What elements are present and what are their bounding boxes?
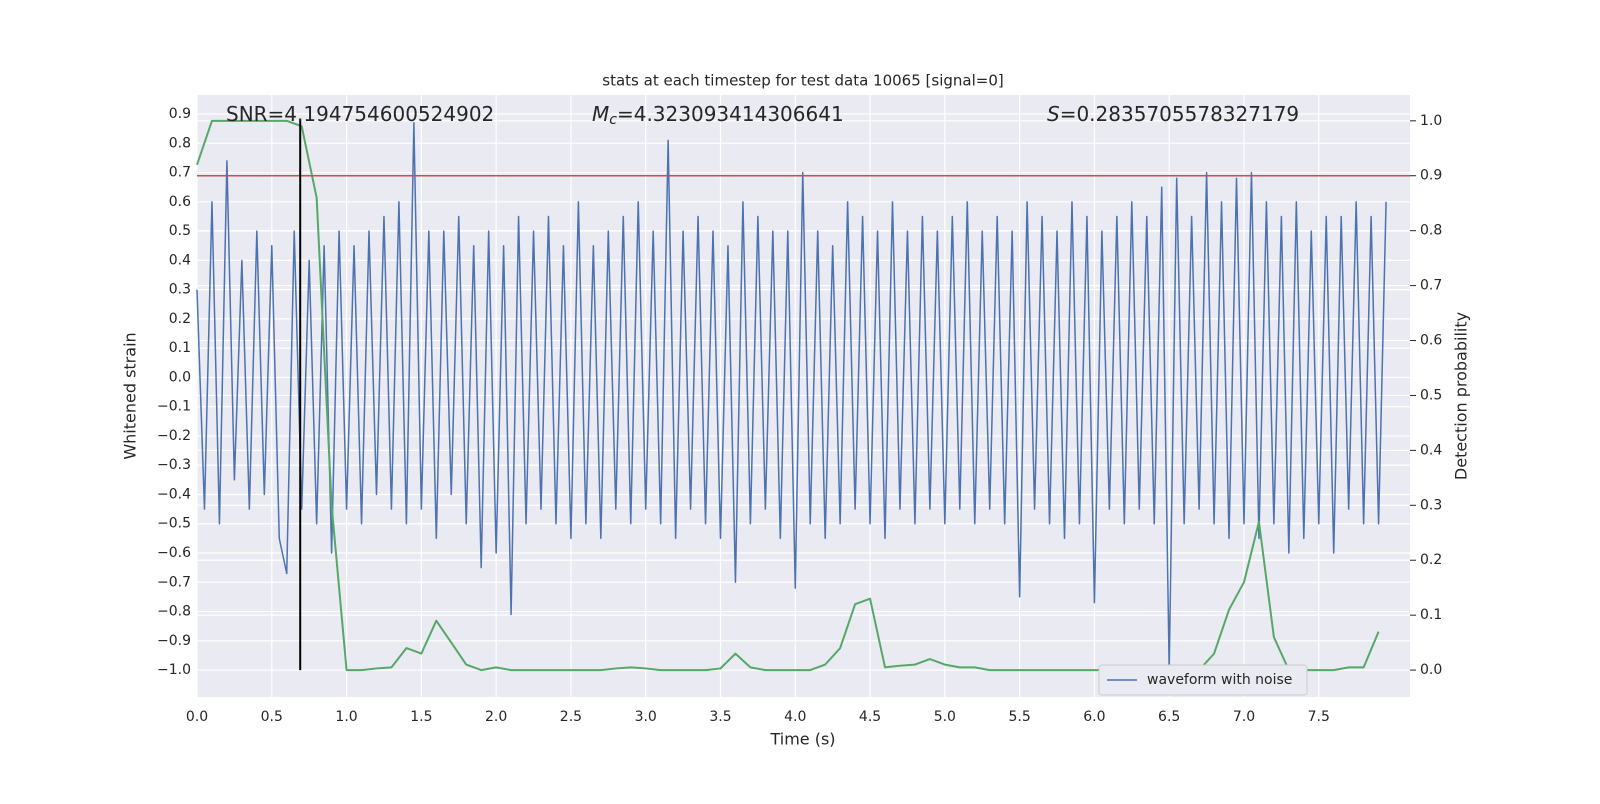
x-tick-label: 2.5 bbox=[560, 709, 582, 725]
x-tick-label: 3.0 bbox=[635, 709, 657, 725]
annotation-text: =0.2835705578327179 bbox=[1060, 102, 1299, 126]
y-tick-label: 0.8 bbox=[169, 135, 191, 151]
legend-box bbox=[1098, 664, 1308, 696]
y-tick-label: −0.6 bbox=[157, 545, 191, 561]
y2-tick-label: 0.6 bbox=[1420, 333, 1442, 349]
y-axis-label: Whitened strain bbox=[121, 332, 140, 459]
legend-label: waveform with noise bbox=[1147, 672, 1292, 688]
x-tick-label: 1.0 bbox=[335, 709, 357, 725]
annotation-text: =4.323093414306641 bbox=[617, 102, 844, 126]
x-tick-label: 3.5 bbox=[709, 709, 731, 725]
y-tick-label: −0.4 bbox=[157, 486, 191, 502]
annotation-symbol: M bbox=[592, 102, 609, 126]
y-tick-label: −1.0 bbox=[157, 662, 191, 678]
y2-tick-label: 0.8 bbox=[1420, 223, 1442, 239]
y-tick-label: −0.2 bbox=[157, 428, 191, 444]
x-tick-label: 0.0 bbox=[186, 709, 208, 725]
x-tick-label: 0.5 bbox=[261, 709, 283, 725]
x-tick-label: 6.5 bbox=[1158, 709, 1180, 725]
y-tick-label: 0.6 bbox=[169, 194, 191, 210]
y2-tick-label: 0.0 bbox=[1420, 662, 1442, 678]
x-tick-label: 7.5 bbox=[1308, 709, 1330, 725]
x-tick-label: 1.5 bbox=[410, 709, 432, 725]
x-tick-label: 6.0 bbox=[1083, 709, 1105, 725]
y2-tick-label: 0.5 bbox=[1420, 387, 1442, 403]
y-tick-label: −0.8 bbox=[157, 604, 191, 620]
annotation-subscript: c bbox=[609, 112, 617, 128]
x-tick-label: 7.0 bbox=[1233, 709, 1255, 725]
annotation: Mc=4.323093414306641 bbox=[592, 102, 844, 129]
y2-tick-label: 0.2 bbox=[1420, 552, 1442, 568]
y2-tick-label: 1.0 bbox=[1420, 113, 1442, 129]
y2-tick-label: 0.4 bbox=[1420, 442, 1442, 458]
y2-tick-label: 0.1 bbox=[1420, 607, 1442, 623]
x-tick-label: 4.5 bbox=[859, 709, 881, 725]
y-tick-label: −0.3 bbox=[157, 457, 191, 473]
y-tick-label: 0.2 bbox=[169, 311, 191, 327]
y-tick-label: 0.5 bbox=[169, 223, 191, 239]
series-line bbox=[196, 122, 1387, 671]
x-axis-label: Time (s) bbox=[769, 730, 835, 749]
y2-axis-label: Detection probability bbox=[1452, 312, 1471, 480]
y-tick-label: 0.0 bbox=[169, 369, 191, 385]
x-tick-label: 5.5 bbox=[1008, 709, 1030, 725]
y2-tick-label: 0.3 bbox=[1420, 497, 1442, 513]
y-tick-label: −0.1 bbox=[157, 399, 191, 415]
y-tick-label: 0.9 bbox=[169, 106, 191, 122]
annotation: S=0.2835705578327179 bbox=[1047, 102, 1299, 126]
annotation-text: SNR=4.194754600524902 bbox=[226, 102, 494, 126]
y2-tick-label: 0.7 bbox=[1420, 278, 1442, 294]
y-tick-label: −0.9 bbox=[157, 633, 191, 649]
annotation-symbol: S bbox=[1047, 102, 1060, 126]
y-tick-label: −0.7 bbox=[157, 574, 191, 590]
x-tick-label: 4.0 bbox=[784, 709, 806, 725]
y2-tick-label: 0.9 bbox=[1420, 168, 1442, 184]
y-tick-label: 0.4 bbox=[169, 252, 191, 268]
x-tick-label: 5.0 bbox=[934, 709, 956, 725]
y-tick-label: 0.3 bbox=[169, 282, 191, 298]
x-tick-label: 2.0 bbox=[485, 709, 507, 725]
y-tick-label: −0.5 bbox=[157, 516, 191, 532]
chart-title: stats at each timestep for test data 100… bbox=[602, 72, 1003, 90]
annotation: SNR=4.194754600524902 bbox=[226, 102, 494, 126]
y-tick-label: 0.1 bbox=[169, 340, 191, 356]
y-tick-label: 0.7 bbox=[169, 165, 191, 181]
